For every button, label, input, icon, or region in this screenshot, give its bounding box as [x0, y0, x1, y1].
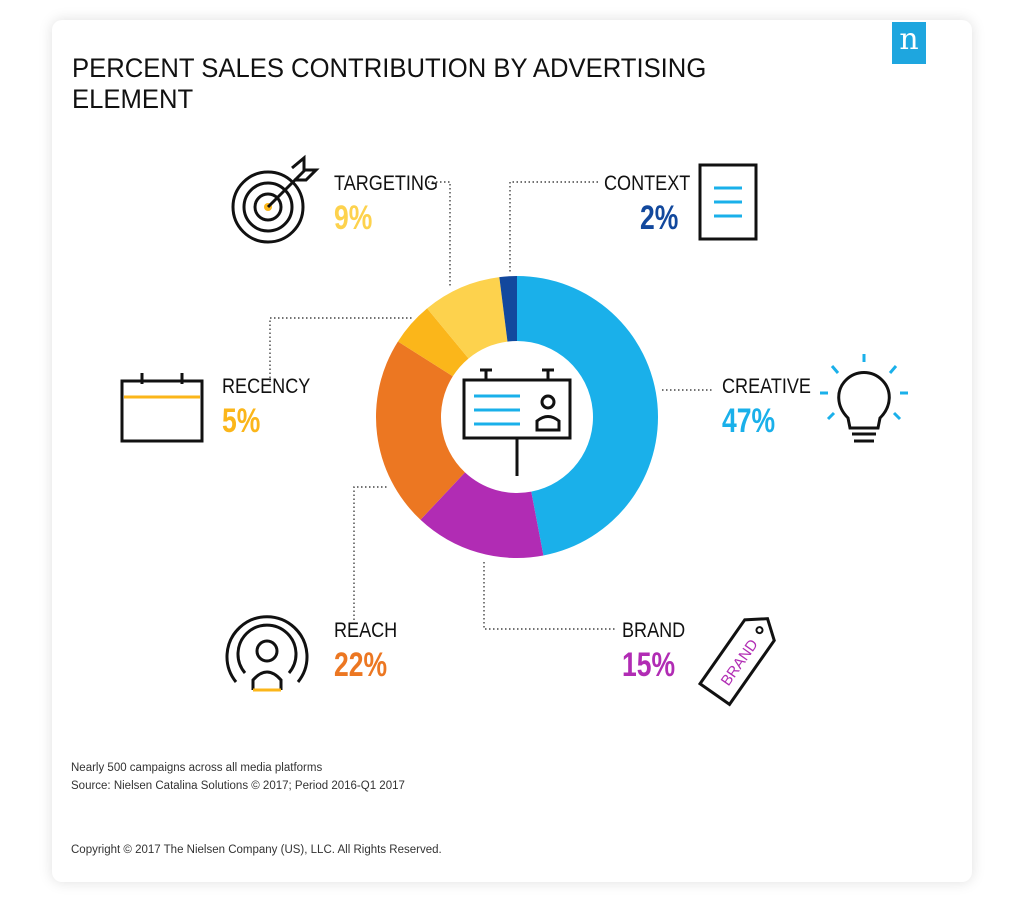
- footnote-campaigns: Nearly 500 campaigns across all media pl…: [71, 762, 323, 774]
- label-targeting: TARGETING: [334, 172, 439, 195]
- lightbulb-icon: [820, 354, 908, 443]
- slice-reach: [376, 341, 465, 520]
- calendar-icon: [120, 373, 204, 443]
- leader-line-reach: [353, 486, 388, 624]
- donut-slices: [376, 276, 659, 559]
- infographic-card: [52, 20, 972, 882]
- label-context: CONTEXT: [604, 172, 691, 195]
- value-creative: 47%: [722, 402, 776, 440]
- leader-line-recency: [269, 317, 414, 386]
- label-reach: REACH: [334, 619, 398, 642]
- label-creative: CREATIVE: [722, 375, 811, 398]
- label-brand: BRAND: [622, 619, 686, 642]
- leader-lines: [269, 181, 712, 630]
- value-targeting: 9%: [334, 199, 373, 237]
- brand-tag-icon: BRAND: [697, 617, 776, 707]
- nielsen-logo: n: [892, 22, 926, 64]
- copyright-notice: Copyright © 2017 The Nielsen Company (US…: [71, 844, 442, 856]
- value-brand: 15%: [622, 646, 676, 684]
- value-recency: 5%: [222, 402, 261, 440]
- document-icon: [698, 163, 758, 241]
- leader-line-brand: [483, 562, 616, 630]
- slice-targeting: [427, 277, 508, 359]
- footnote-source: Source: Nielsen Catalina Solutions © 201…: [71, 780, 405, 792]
- value-context: 2%: [640, 199, 679, 237]
- slice-recency: [397, 308, 469, 377]
- label-recency: RECENCY: [222, 375, 311, 398]
- target-icon: [231, 154, 320, 244]
- value-reach: 22%: [334, 646, 388, 684]
- slice-brand: [420, 472, 544, 559]
- leader-line-context: [509, 181, 598, 274]
- chart-title: PERCENT SALES CONTRIBUTION BY ADVERTISIN…: [72, 53, 707, 114]
- leader-line-targeting: [428, 181, 451, 288]
- broadcast-person-icon: [225, 615, 309, 692]
- slice-context: [499, 276, 517, 342]
- slice-creative: [517, 276, 659, 556]
- easel-icon: [462, 368, 572, 476]
